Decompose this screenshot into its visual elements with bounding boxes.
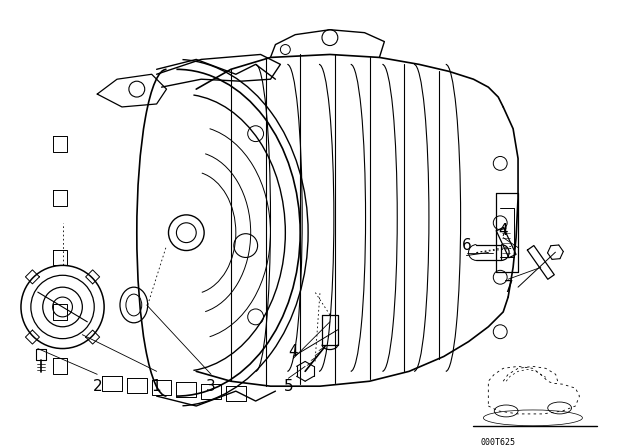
Text: 5: 5: [284, 379, 293, 394]
Text: 3: 3: [206, 379, 216, 394]
Text: 4: 4: [289, 344, 298, 359]
Text: 6: 6: [461, 238, 472, 253]
Text: 4: 4: [499, 223, 508, 238]
Text: 000T625: 000T625: [481, 438, 515, 447]
Text: 2: 2: [92, 379, 102, 394]
Text: 7: 7: [503, 280, 513, 295]
Text: 1: 1: [152, 379, 161, 394]
